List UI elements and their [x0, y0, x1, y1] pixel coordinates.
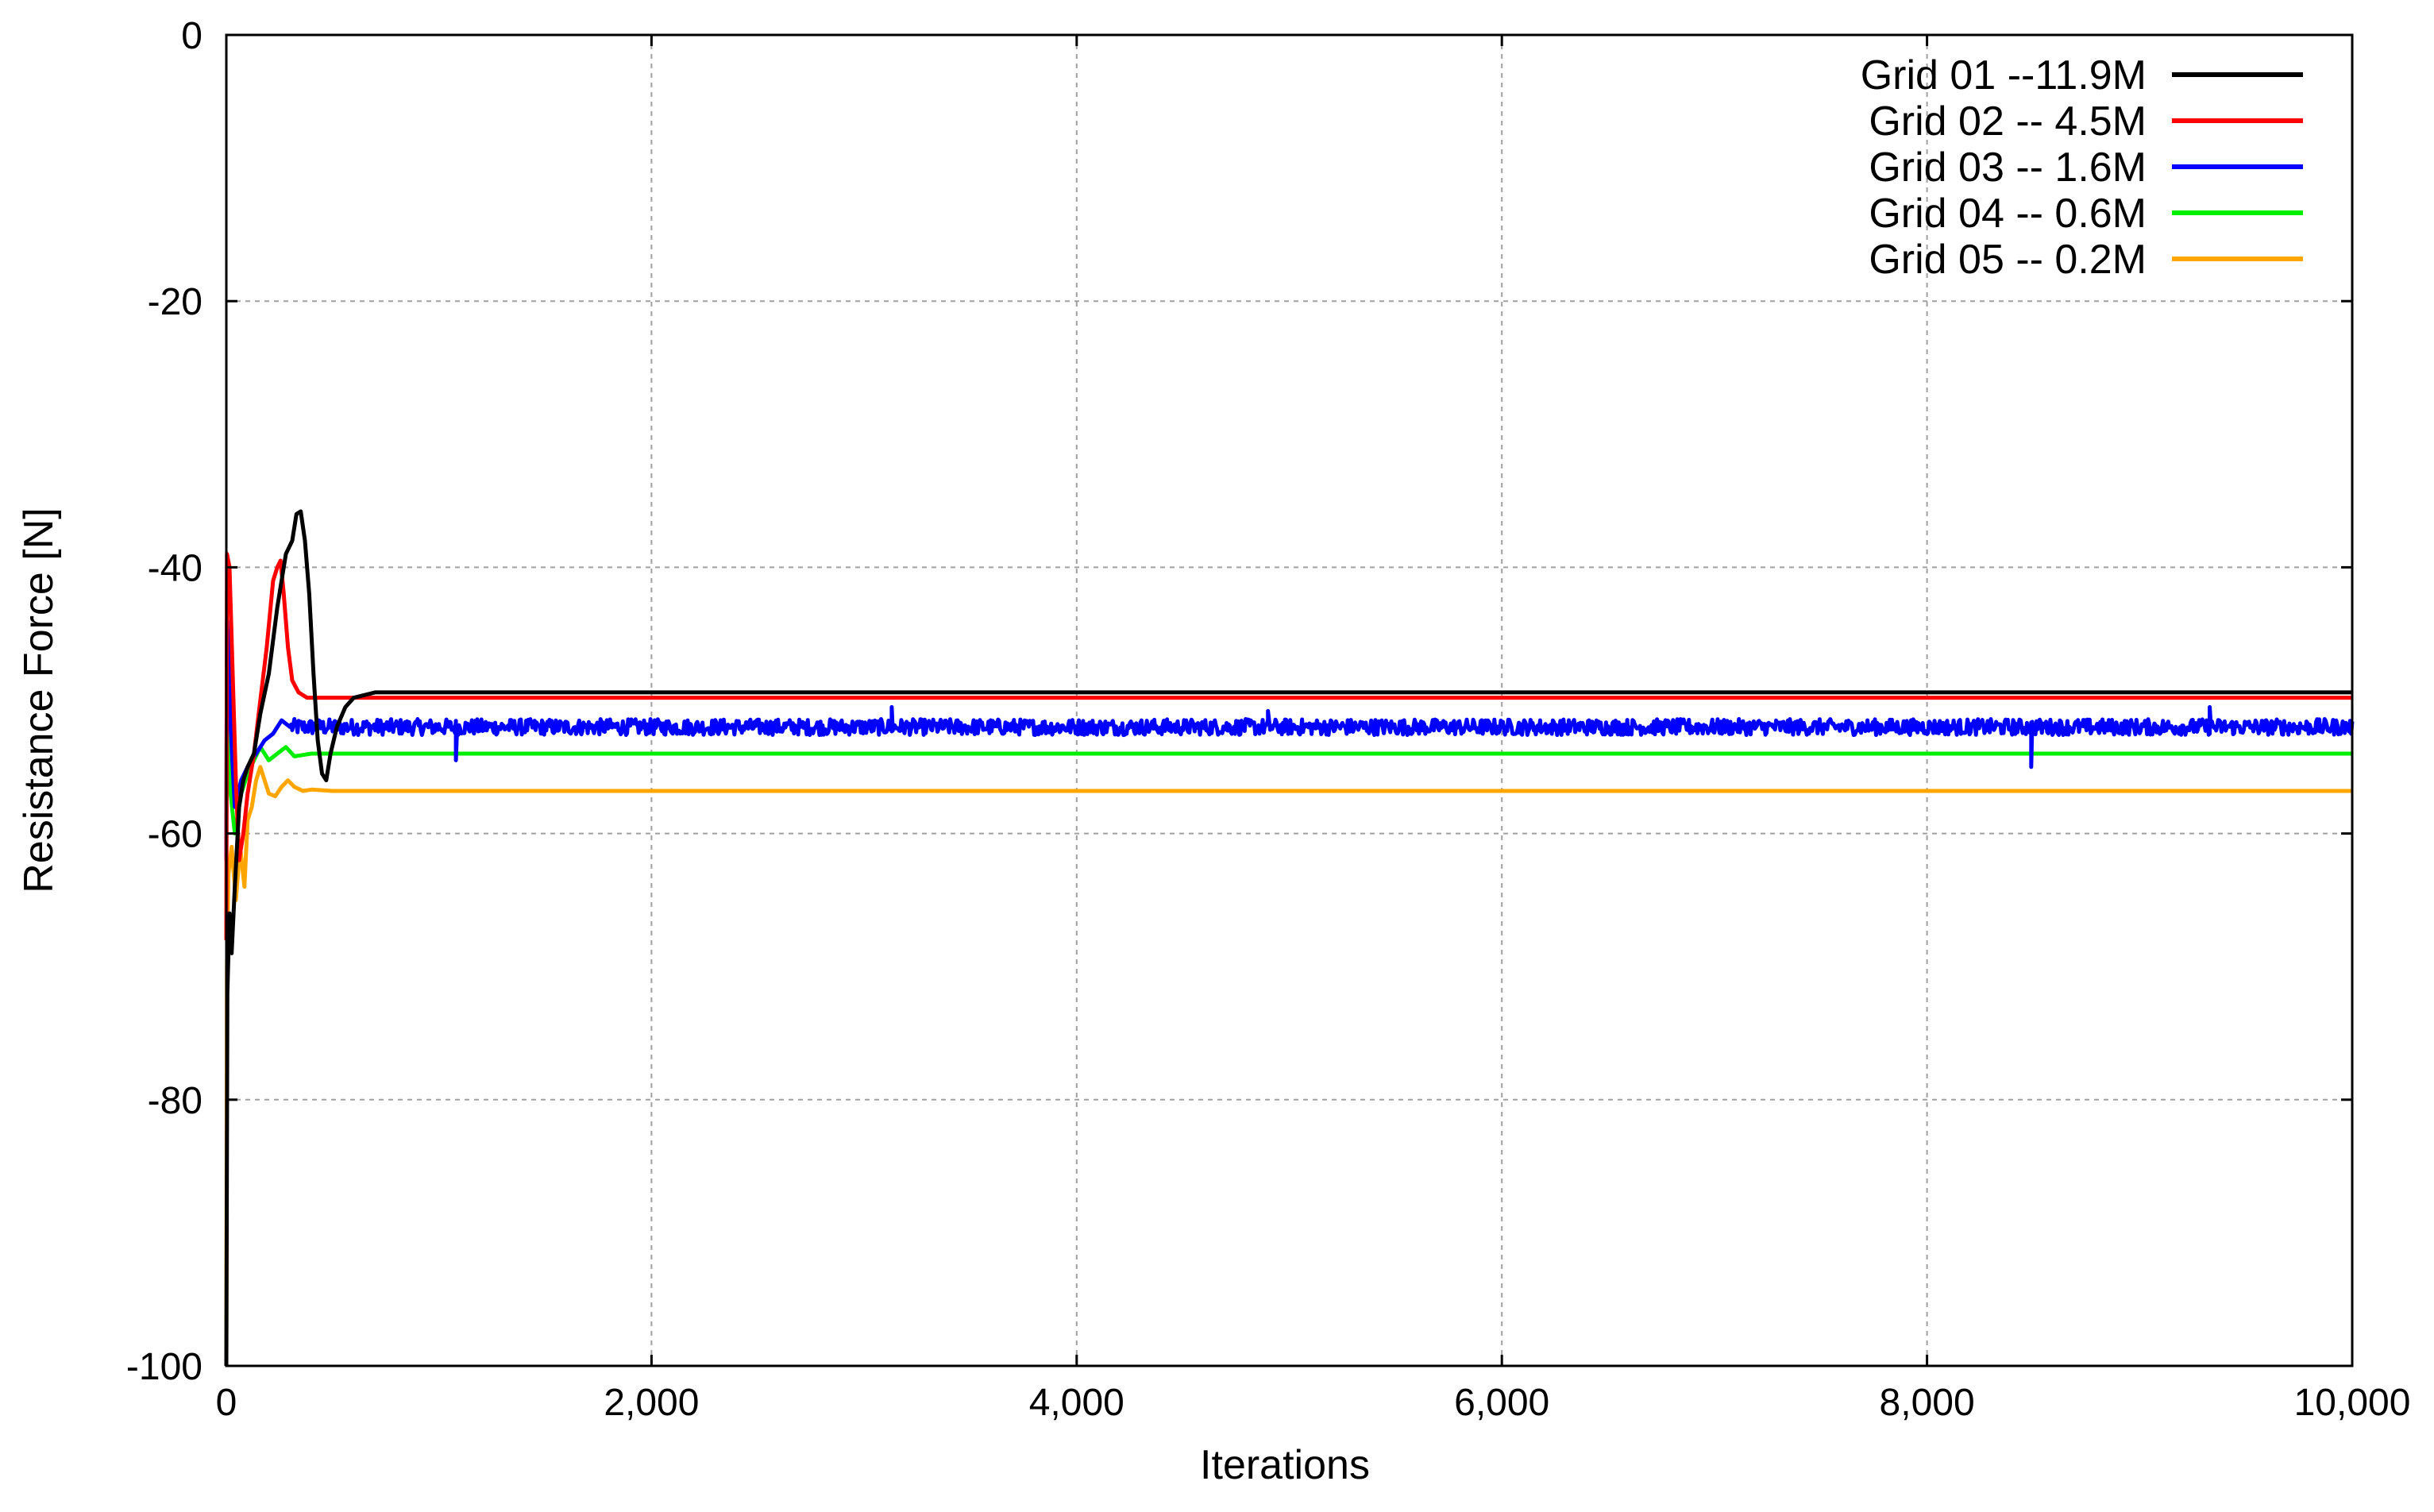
- y-tick-label: -60: [148, 814, 203, 856]
- y-axis-label: Resistance Force [N]: [16, 507, 62, 893]
- legend-label-2: Grid 02 -- 4.5M: [1869, 98, 2147, 145]
- x-axis-label: Iterations: [1200, 1442, 1370, 1488]
- y-tick-label: -80: [148, 1080, 203, 1122]
- series-lines: [224, 509, 2355, 1367]
- series-line-1: [224, 509, 2352, 1367]
- series-line-4: [224, 631, 2352, 861]
- series-line-3: [224, 618, 2355, 861]
- y-tick-label: 0: [181, 15, 203, 57]
- axis-ticks: 0 2,000 4,000 6,000 8,000 10,000 0 -20 -40 -60 -80…: [126, 15, 2410, 1424]
- x-tick-label: 6,000: [1454, 1382, 1549, 1424]
- series-line-2: [224, 552, 2352, 940]
- y-tick-label: -40: [148, 547, 203, 589]
- x-tick-label: 2,000: [604, 1382, 699, 1424]
- grid-lines: [226, 35, 2352, 1366]
- legend-label-1: Grid 01 --11.9M: [1861, 52, 2147, 98]
- plot-frame: [225, 33, 2354, 1367]
- x-tick-label: 8,000: [1880, 1382, 1975, 1424]
- x-tick-label: 4,000: [1029, 1382, 1124, 1424]
- legend-label-5: Grid 05 -- 0.2M: [1869, 237, 2147, 283]
- legend-label-3: Grid 03 -- 1.6M: [1869, 145, 2147, 191]
- y-tick-label: -20: [148, 281, 203, 323]
- y-tick-label: -100: [126, 1346, 203, 1388]
- series-line-5: [224, 765, 2352, 1367]
- x-tick-label: 10,000: [2294, 1382, 2411, 1424]
- legend-label-4: Grid 04 -- 0.6M: [1869, 191, 2147, 237]
- x-tick-label: 0: [216, 1382, 237, 1424]
